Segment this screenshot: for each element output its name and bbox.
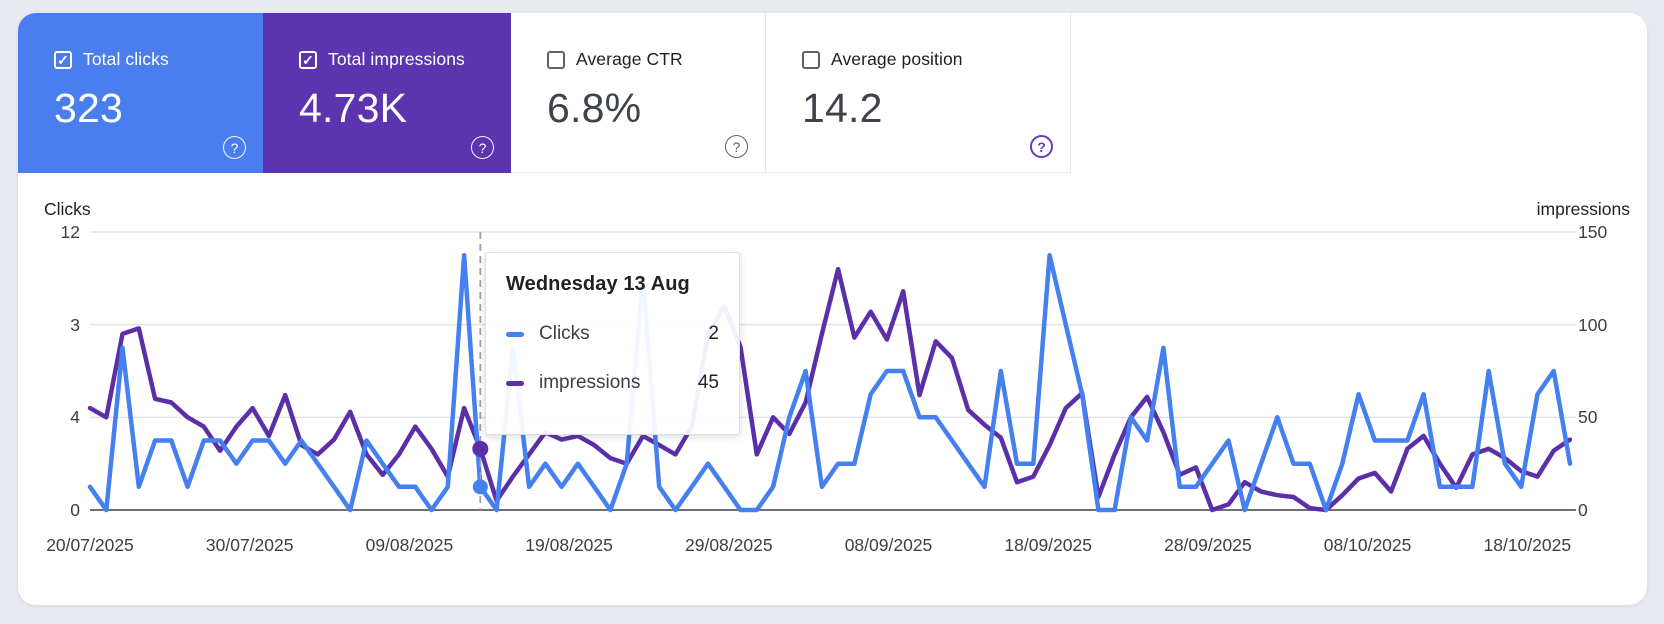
- x-axis-tick-label: 08/10/2025: [1323, 535, 1412, 555]
- metric-card-total-impressions[interactable]: Total impressions 4.73K: [263, 13, 511, 173]
- help-icon[interactable]: [1030, 135, 1053, 158]
- x-axis-tick-label: 30/07/2025: [205, 535, 294, 555]
- clicks-series-swatch-icon: [506, 331, 524, 337]
- right-axis-tick-label: 50: [1578, 407, 1598, 428]
- metric-card-label: Total clicks: [83, 49, 169, 69]
- checkbox-checked-icon[interactable]: [299, 50, 317, 69]
- tooltip-series-label: Clicks: [539, 323, 590, 344]
- impressions-series-swatch-icon: [506, 380, 524, 386]
- checkbox-checked-icon[interactable]: [54, 50, 72, 69]
- tooltip-date-title: Wednesday 13 Aug: [506, 273, 690, 295]
- metric-card-average-ctr[interactable]: Average CTR 6.8%: [511, 13, 766, 173]
- impressions-point-marker: [472, 440, 489, 457]
- impressions-line: [87, 266, 1573, 513]
- clicks-point-marker: [472, 479, 488, 495]
- metric-cards-row: Total clicks 323 Total impressions 4.73K…: [18, 13, 1647, 173]
- help-icon[interactable]: [223, 136, 246, 159]
- tooltip-series-value: 2: [708, 323, 719, 344]
- tooltip-series-label: impressions: [539, 372, 641, 393]
- chart-tooltip: Wednesday 13 Aug Clicks 2 impressions 45: [485, 252, 740, 435]
- cards-row-filler: [1071, 13, 1647, 173]
- x-axis-tick-label: 09/08/2025: [365, 535, 454, 555]
- metric-card-total-clicks[interactable]: Total clicks 323: [18, 13, 263, 173]
- checkbox-unchecked-icon[interactable]: [547, 50, 565, 69]
- checkbox-unchecked-icon[interactable]: [802, 50, 820, 69]
- x-axis-tick-label: 28/09/2025: [1164, 535, 1252, 555]
- performance-panel: Total clicks 323 Total impressions 4.73K…: [18, 13, 1647, 605]
- clicks-line: [87, 252, 1573, 513]
- metric-card-average-position[interactable]: Average position 14.2: [766, 13, 1071, 173]
- metric-card-value: 14.2: [802, 85, 883, 131]
- help-icon[interactable]: [725, 135, 748, 158]
- x-axis-tick-label: 29/08/2025: [685, 535, 773, 555]
- x-axis-tick-label: 08/09/2025: [844, 535, 933, 555]
- x-axis-tick-label: 20/07/2025: [46, 535, 134, 555]
- right-axis-tick-label: 100: [1578, 314, 1608, 335]
- right-axis-tick-label: 150: [1578, 222, 1608, 242]
- tooltip-series-value: 45: [697, 372, 719, 393]
- x-axis-tick-label: 18/10/2025: [1483, 535, 1572, 555]
- x-axis-tick-label: 18/09/2025: [1004, 535, 1092, 555]
- metric-card-value: 6.8%: [547, 85, 642, 131]
- x-axis-tick-label: 19/08/2025: [525, 535, 613, 555]
- metric-card-value: 4.73K: [299, 85, 408, 131]
- left-axis-tick-label: 3: [70, 314, 80, 335]
- right-axis-tick-label: 0: [1578, 500, 1588, 520]
- right-axis-title: impressions: [1536, 199, 1630, 219]
- left-axis-tick-label: 12: [60, 222, 80, 242]
- left-axis-tick-label: 0: [70, 500, 80, 520]
- left-axis-title: Clicks: [44, 199, 91, 219]
- chart-canvas: [87, 231, 1576, 513]
- metric-card-label: Average CTR: [576, 49, 683, 69]
- tooltip-row-clicks: Clicks 2: [506, 323, 719, 345]
- performance-chart[interactable]: Clicks impressions 12 3 4 0 150 100 50 0 20/07/2…: [18, 173, 1647, 605]
- help-icon[interactable]: [471, 136, 494, 159]
- metric-card-label: Average position: [831, 49, 963, 69]
- metric-card-label: Total impressions: [328, 49, 465, 69]
- tooltip-row-impressions: impressions 45: [506, 372, 719, 394]
- left-axis-tick-label: 4: [70, 407, 80, 428]
- metric-card-value: 323: [54, 85, 124, 131]
